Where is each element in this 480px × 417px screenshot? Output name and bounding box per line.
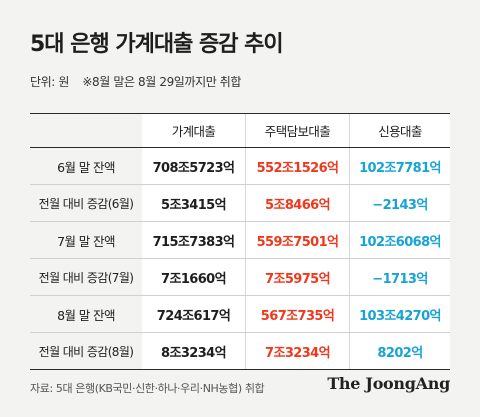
household-value: 8조3234억 bbox=[142, 333, 246, 369]
household-value: 7조1660억 bbox=[142, 259, 246, 295]
table-row: 8월 말 잔액 724조617억 567조735억 103조4270억 bbox=[30, 296, 450, 333]
page-title: 5대 은행 가계대출 증감 추이 bbox=[30, 32, 284, 57]
source-note: 자료: 5대 은행(KB국민·신한·하나·우리·NH농협) 취합 bbox=[30, 382, 265, 395]
table-header-row: 가계대출 주택담보대출 신용대출 bbox=[30, 114, 450, 148]
mortgage-value: 567조735억 bbox=[246, 296, 350, 332]
row-label: 전월 대비 증감(8월) bbox=[38, 344, 134, 359]
household-value: 708조5723억 bbox=[142, 148, 246, 184]
row-label: 전월 대비 증감(6월) bbox=[38, 196, 134, 211]
header-household-loans: 가계대출 bbox=[142, 114, 246, 147]
publisher-logo: The JoongAng bbox=[327, 374, 450, 393]
table-row: 전월 대비 증감(7월) 7조1660억 7조5975억 −1713억 bbox=[30, 259, 450, 296]
table-row: 전월 대비 증감(8월) 8조3234억 7조3234억 8202억 bbox=[30, 333, 450, 369]
credit-value: 102조6068억 bbox=[350, 222, 450, 258]
note: ※8월 말은 8월 29일까지만 취합 bbox=[82, 75, 242, 89]
household-value: 5조3415억 bbox=[142, 185, 246, 221]
mortgage-value: 559조7501억 bbox=[246, 222, 350, 258]
household-value: 724조617억 bbox=[142, 296, 246, 332]
row-label: 8월 말 잔액 bbox=[57, 307, 115, 323]
table-row: 전월 대비 증감(6월) 5조3415억 5조8466억 −2143억 bbox=[30, 185, 450, 222]
row-label: 7월 말 잔액 bbox=[57, 233, 115, 249]
table-row: 6월 말 잔액 708조5723억 552조1526억 102조7781억 bbox=[30, 148, 450, 185]
table-row: 7월 말 잔액 715조7383억 559조7501억 102조6068억 bbox=[30, 222, 450, 259]
household-value: 715조7383억 bbox=[142, 222, 246, 258]
mortgage-value: 7조3234억 bbox=[246, 333, 350, 369]
subtitle: 단위: 원 ※8월 말은 8월 29일까지만 취합 bbox=[30, 73, 241, 90]
credit-value: 103조4270억 bbox=[350, 296, 450, 332]
header-empty bbox=[30, 114, 142, 147]
row-label: 6월 말 잔액 bbox=[57, 159, 115, 175]
mortgage-value: 7조5975억 bbox=[246, 259, 350, 295]
credit-value: −1713억 bbox=[350, 259, 450, 295]
header-mortgage-loans: 주택담보대출 bbox=[246, 114, 350, 147]
credit-value: 8202억 bbox=[350, 333, 450, 369]
loan-table: 가계대출 주택담보대출 신용대출 6월 말 잔액 708조5723억 552조1… bbox=[30, 113, 450, 370]
unit-label: 단위: 원 bbox=[30, 75, 69, 89]
mortgage-value: 552조1526억 bbox=[246, 148, 350, 184]
credit-value: 102조7781억 bbox=[350, 148, 450, 184]
credit-value: −2143억 bbox=[350, 185, 450, 221]
mortgage-value: 5조8466억 bbox=[246, 185, 350, 221]
header-credit-loans: 신용대출 bbox=[350, 114, 450, 147]
row-label: 전월 대비 증감(7월) bbox=[38, 270, 134, 285]
